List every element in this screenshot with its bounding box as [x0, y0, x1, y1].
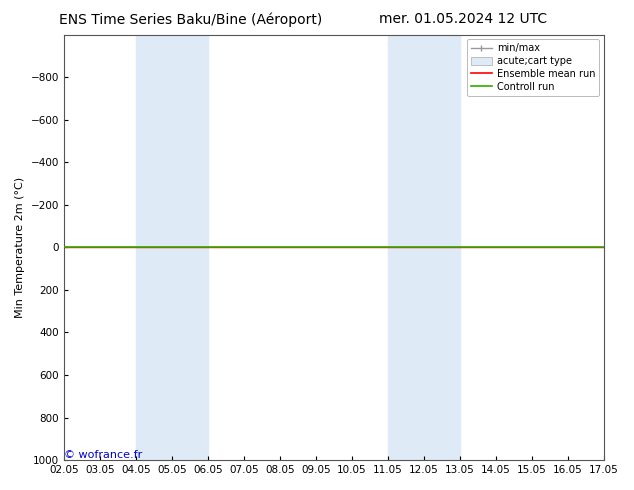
Legend: min/max, acute;cart type, Ensemble mean run, Controll run: min/max, acute;cart type, Ensemble mean … — [467, 40, 599, 96]
Bar — [388, 35, 460, 460]
Bar — [136, 35, 208, 460]
Text: © wofrance.fr: © wofrance.fr — [64, 450, 143, 460]
Text: ENS Time Series Baku/Bine (Aéroport): ENS Time Series Baku/Bine (Aéroport) — [58, 12, 322, 27]
Y-axis label: Min Temperature 2m (°C): Min Temperature 2m (°C) — [15, 177, 25, 318]
Text: mer. 01.05.2024 12 UTC: mer. 01.05.2024 12 UTC — [378, 12, 547, 26]
